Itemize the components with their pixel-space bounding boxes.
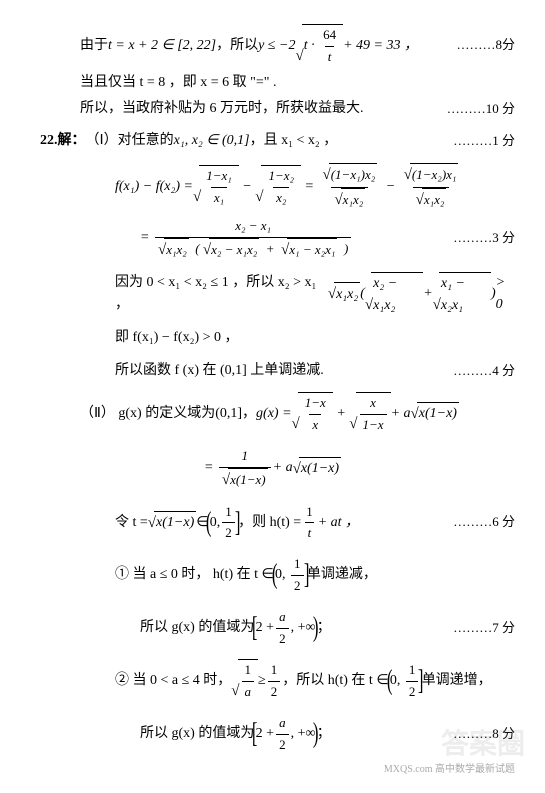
score-10: ………10 分 bbox=[447, 99, 515, 120]
text: 即 f(x₁) − f(x₂) > 0 ， bbox=[115, 327, 239, 349]
cond: ，且 x₁ < x₂ ， bbox=[250, 130, 338, 152]
text: 所以函数 f (x) 在 (0,1] 上单调递减. bbox=[115, 360, 324, 382]
plus: + a bbox=[391, 403, 411, 425]
frac-4: √(1−x₂)x₁ √x₁x₂ bbox=[401, 163, 462, 212]
line-range-1: 所以 g(x) 的值域为 [ 2 + a2 , +∞ ) ； ………7 分 bbox=[30, 607, 515, 650]
eq-f-diff-2: = x₂ − x₁ √x₁x₂ ( √x₂ − x₁x₂ + √x₁ − x₂x… bbox=[30, 216, 515, 262]
score-3: ………3 分 bbox=[453, 228, 515, 249]
score-4: ………4 分 bbox=[453, 361, 515, 382]
score-8: ………8分 bbox=[456, 35, 515, 56]
line-case2: ② 当 0 < a ≤ 4 时， √ 1a ≥ 12 ，所以 h(t) 在 t … bbox=[30, 659, 515, 703]
q22-part1-intro: 22.解： （Ⅰ） 对任意的 x₁, x₂ ∈ (0,1] ，且 x₁ < x₂… bbox=[30, 130, 515, 152]
text: ② 当 0 < a ≤ 4 时， bbox=[115, 670, 231, 692]
line-equal-cond: 当且仅当 t = 8 ，即 x = 6 取 "=" . bbox=[30, 72, 515, 94]
text: ，所以 bbox=[216, 35, 258, 57]
score-7: ………7 分 bbox=[453, 618, 515, 639]
den: t bbox=[328, 49, 332, 64]
line-case1: ① 当 a ≤ 0 时， h(t) 在 t ∈ ( 0, 12 ] 单调递减， bbox=[30, 554, 515, 597]
eq-f-diff: f(x₁) − f(x₂) = √ 1−x₁x₁ − √ 1−x₂x₂ = √(… bbox=[30, 163, 515, 212]
text: g(x) 的定义域为(0,1]， bbox=[118, 403, 256, 425]
score-1: ………1 分 bbox=[453, 131, 515, 152]
lhs: f(x₁) − f(x₂) = bbox=[115, 176, 193, 198]
tail: > 0 bbox=[496, 272, 515, 317]
frac-combined: x₂ − x₁ √x₁x₂ ( √x₂ − x₁x₂ + √x₁ − x₂x₁ … bbox=[155, 216, 351, 262]
text: 所以，当政府补贴为 6 万元时，所获收益最大. bbox=[80, 98, 364, 120]
part1-label: （Ⅰ） bbox=[86, 130, 118, 152]
math: t = x + 2 ∈ [2, 22] bbox=[108, 35, 216, 57]
score-6: ………6 分 bbox=[453, 512, 515, 533]
frac-3: √(1−x₁)x₂ √x₁x₂ bbox=[319, 163, 380, 212]
line-since: 因为 0 < x₁ < x₂ ≤ 1 ，所以 x₂ > x₁ ， √x₁x₂ (… bbox=[30, 272, 515, 318]
num: 64 bbox=[320, 25, 339, 46]
line-t-bound: 由于 t = x + 2 ∈ [2, 22] ，所以 y ≤ −2 √ t · … bbox=[30, 24, 515, 68]
text: 所以 g(x) 的值域为 bbox=[140, 723, 254, 745]
text: 所以 g(x) 的值域为 bbox=[140, 617, 254, 639]
q22-part2-intro: （Ⅱ） g(x) 的定义域为(0,1]， g(x) = √ 1−xx + √ x… bbox=[30, 392, 515, 436]
line-conclusion: 所以，当政府补贴为 6 万元时，所获收益最大. ………10 分 bbox=[30, 98, 515, 120]
q-label: 22.解： bbox=[40, 130, 86, 152]
sqrt-2: √ 1−x₂x₂ bbox=[255, 165, 301, 209]
sqrt-1: √ 1−x₁x₁ bbox=[193, 165, 239, 209]
sqrt: √ t · 64 t bbox=[295, 24, 343, 68]
tail: + 49 = 33 ， bbox=[343, 35, 418, 57]
line-let-t: 令 t = √x(1−x) ∈ ( 0, 12 ] ，则 h(t) = 1t +… bbox=[30, 502, 515, 545]
part2-label: （Ⅱ） bbox=[80, 403, 115, 425]
text: 令 t = bbox=[115, 512, 148, 534]
vars: x₁, x₂ ∈ (0,1] bbox=[174, 130, 250, 152]
line-monotone-dec: 所以函数 f (x) 在 (0,1] 上单调递减. ………4 分 bbox=[30, 360, 515, 382]
line-therefore-pos: 即 f(x₁) − f(x₂) > 0 ， bbox=[30, 327, 515, 349]
text: 因为 0 < x₁ < x₂ ≤ 1 ，所以 x₂ > x₁ ， bbox=[115, 272, 328, 317]
score-8b: ………8 分 bbox=[453, 724, 515, 745]
sub-watermark: MXQS.com 高中数学最新试题 bbox=[384, 762, 515, 778]
line-range-2: 所以 g(x) 的值域为 [ 2 + a2 , +∞ ) ； ………8 分 bbox=[30, 713, 515, 756]
g: g(x) = bbox=[256, 403, 292, 425]
text: 由于 bbox=[80, 35, 108, 57]
eq-g-simplified: = 1 √x(1−x) + a √x(1−x) bbox=[30, 446, 515, 492]
text: 对任意的 bbox=[118, 130, 174, 152]
text: 当且仅当 t = 8 ，即 x = 6 取 "=" . bbox=[80, 72, 277, 94]
text: ① 当 a ≤ 0 时， h(t) 在 t ∈ bbox=[115, 564, 274, 586]
math: y ≤ −2 bbox=[258, 35, 295, 57]
